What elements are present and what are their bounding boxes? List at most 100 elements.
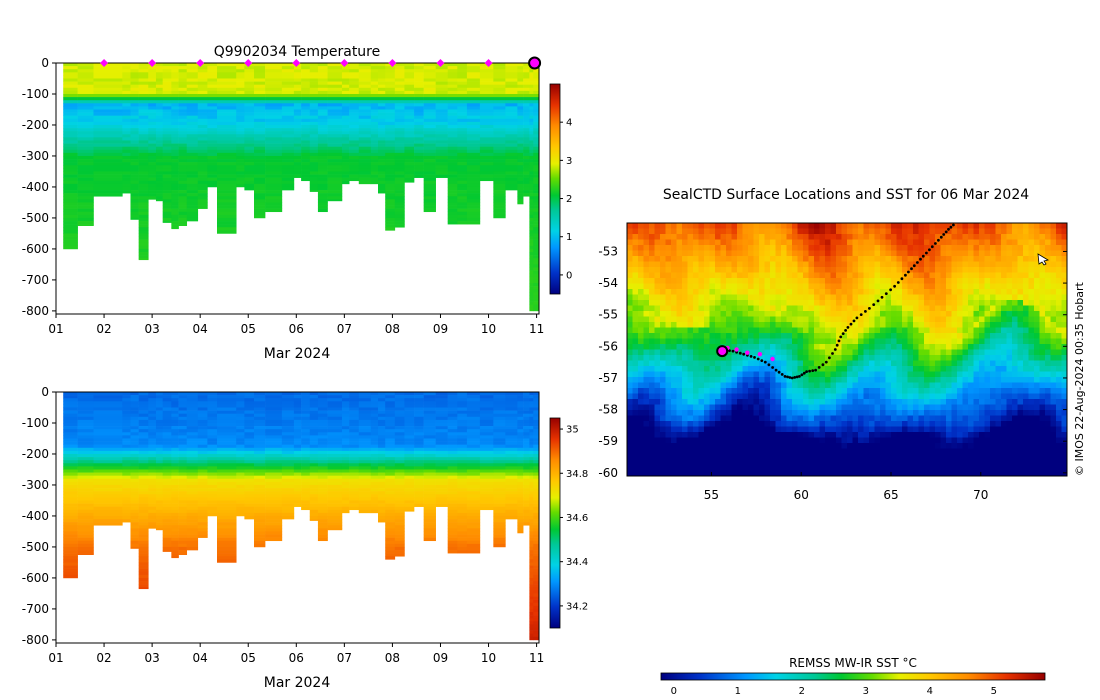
section-cell: [423, 429, 436, 433]
sst-cell: [1001, 223, 1007, 229]
section-cell: [479, 453, 494, 458]
section-cell: [162, 435, 172, 439]
sst-cell: [803, 245, 809, 251]
section-cell: [394, 515, 405, 520]
section-cell: [309, 63, 319, 67]
section-cell: [423, 503, 436, 507]
section-cell: [505, 435, 518, 439]
section-cell: [517, 199, 524, 203]
section-cell: [130, 450, 139, 455]
section-cell: [533, 128, 539, 132]
section-cell: [281, 149, 295, 154]
section-cell: [447, 134, 458, 138]
section-cell: [63, 171, 78, 175]
section-cell: [523, 143, 530, 147]
section-cell: [394, 63, 405, 67]
section-cell: [385, 155, 396, 160]
section-cell: [370, 81, 379, 85]
section-cell: [244, 500, 255, 504]
section-cell: [435, 447, 448, 452]
section-cell: [301, 131, 311, 135]
section-cell: [301, 419, 311, 424]
section-cell: [493, 63, 506, 67]
section-cell: [394, 75, 405, 79]
section-cell: [293, 447, 302, 452]
section-cell: [236, 180, 245, 185]
section-cell: [523, 509, 530, 514]
salinity-ytick-label: -200: [22, 447, 49, 461]
section-cell: [457, 177, 468, 182]
section-cell: [479, 491, 494, 495]
section-cell: [244, 503, 255, 507]
section-cell: [197, 146, 208, 151]
sst-cell: [786, 234, 793, 240]
sst-cell: [797, 239, 804, 246]
section-cell: [162, 131, 172, 135]
section-cell: [63, 193, 78, 197]
section-cell: [93, 407, 123, 411]
section-cell: [171, 519, 179, 523]
section-cell: [479, 143, 494, 147]
sst-cell: [863, 223, 870, 229]
section-cell: [370, 426, 379, 430]
section-cell: [394, 512, 405, 517]
section-cell: [93, 87, 123, 92]
section-cell: [186, 131, 199, 135]
section-cell: [317, 450, 328, 455]
section-cell: [533, 410, 539, 414]
section-cell: [309, 118, 319, 123]
section-cell: [77, 546, 94, 551]
section-cell: [327, 183, 343, 188]
section-cell: [309, 103, 319, 107]
section-cell: [414, 475, 424, 480]
section-cell: [327, 165, 343, 169]
section-cell: [265, 438, 283, 442]
section-cell: [423, 131, 436, 135]
sst-cell: [1050, 234, 1057, 240]
section-cell: [178, 519, 188, 523]
sst-cell: [1050, 250, 1057, 257]
section-cell: [529, 298, 534, 302]
section-cell: [148, 75, 157, 79]
sst-cell: [638, 245, 644, 251]
section-cell: [155, 78, 163, 82]
section-cell: [130, 401, 139, 405]
section-cell: [493, 208, 506, 213]
section-cell: [457, 87, 468, 92]
section-cell: [404, 466, 415, 470]
section-cell: [529, 475, 534, 480]
section-cell: [466, 491, 481, 495]
section-cell: [171, 214, 179, 219]
section-cell: [529, 289, 534, 293]
section-cell: [281, 416, 295, 421]
section-cell: [186, 426, 199, 430]
sst-cell: [808, 245, 815, 251]
section-cell: [138, 87, 149, 92]
colorbar-tick-label: 3: [566, 156, 572, 167]
section-cell: [130, 97, 139, 101]
section-cell: [301, 149, 311, 154]
section-cell: [197, 457, 208, 461]
section-cell: [517, 457, 524, 461]
section-cell: [301, 500, 311, 504]
section-cell: [533, 276, 539, 281]
section-cell: [529, 258, 534, 262]
section-cell: [130, 463, 139, 467]
section-cell: [317, 66, 328, 70]
section-cell: [148, 432, 157, 436]
section-cell: [435, 398, 448, 402]
section-cell: [207, 143, 218, 147]
section-cell: [63, 180, 78, 185]
section-cell: [138, 165, 149, 169]
sst-cell: [968, 228, 974, 235]
section-cell: [423, 491, 436, 495]
section-cell: [293, 109, 302, 113]
section-cell: [265, 205, 283, 209]
section-cell: [394, 186, 405, 191]
section-cell: [385, 553, 396, 557]
section-cell: [533, 500, 539, 504]
section-cell: [447, 509, 458, 514]
section-cell: [207, 426, 218, 430]
section-cell: [155, 168, 163, 172]
surface-marker: [196, 59, 205, 67]
